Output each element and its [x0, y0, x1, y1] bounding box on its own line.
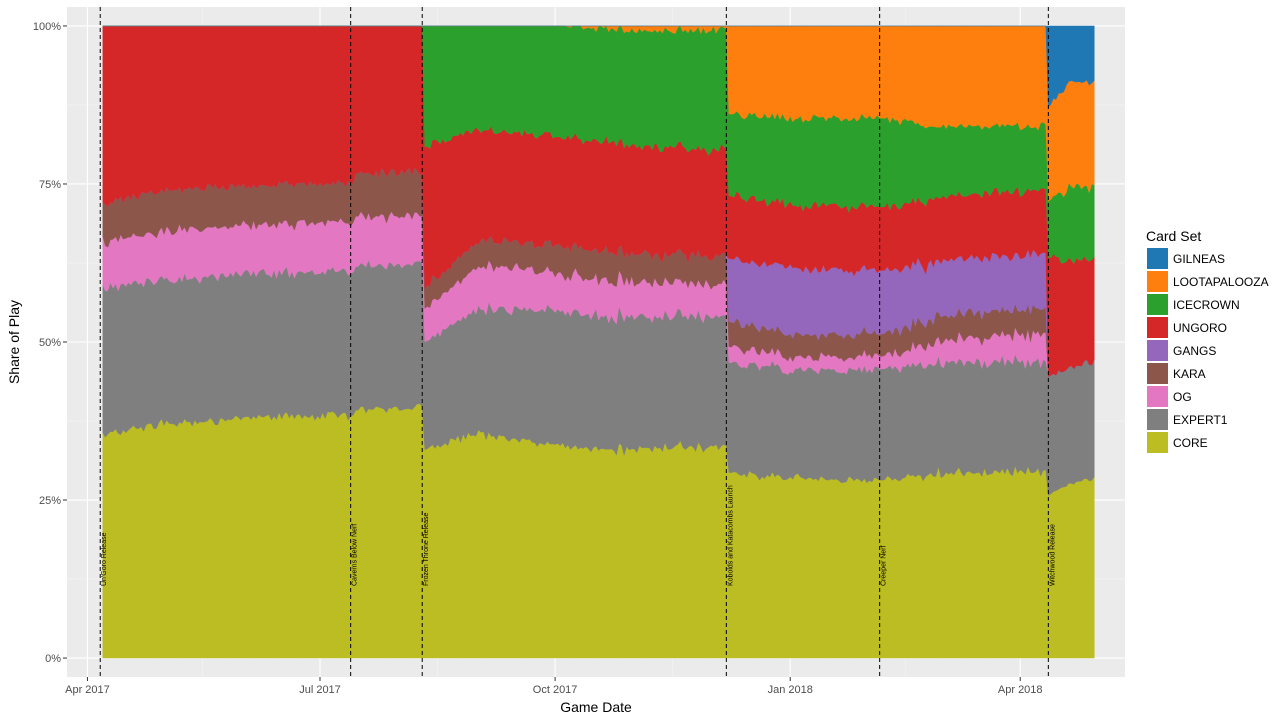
legend-title: Card Set	[1146, 228, 1201, 244]
legend-key-gilneas	[1147, 248, 1168, 269]
legend-key-lootapalooza	[1147, 271, 1168, 292]
y-tick-label: 75%	[39, 179, 61, 191]
legend-label-gangs: GANGS	[1173, 344, 1216, 358]
x-tick-label: Apr 2018	[998, 684, 1043, 696]
y-axis-title: Share of Play	[6, 300, 22, 384]
annotation-label: Un'Goro Release	[101, 532, 108, 586]
annotation-label: Witchwood Release	[1049, 524, 1056, 586]
y-tick-label: 50%	[39, 337, 61, 349]
legend-key-expert1	[1147, 409, 1168, 430]
annotation-label: Frozen Throne Release	[423, 512, 430, 586]
legend-key-kara	[1147, 363, 1168, 384]
legend-label-og: OG	[1173, 390, 1192, 404]
legend-key-core	[1147, 432, 1168, 453]
annotation-label: Creeper Nerf	[881, 545, 888, 586]
annotation-label: Caverns Below Nerf	[352, 524, 359, 586]
x-tick-label: Jul 2017	[299, 684, 341, 696]
x-axis-title: Game Date	[560, 699, 632, 715]
legend-key-og	[1147, 386, 1168, 407]
stacked-areas	[102, 25, 1095, 659]
y-tick-label: 0%	[45, 653, 61, 665]
y-tick-label: 25%	[39, 495, 61, 507]
legend-label-expert1: EXPERT1	[1173, 413, 1228, 427]
legend-label-ungoro: UNGORO	[1173, 321, 1227, 335]
annotation-labels: Un'Goro Release Caverns Below Nerf Frozen …	[101, 485, 1056, 586]
legend-label-kara: KARA	[1173, 367, 1206, 381]
y-tick-label: 100%	[33, 21, 61, 33]
area-gilneas	[102, 25, 1095, 108]
legend-label-gilneas: GILNEAS	[1173, 252, 1225, 266]
legend: Card Set GILNEAS LOOTAPALOOZA ICECROWN UNGO…	[1146, 228, 1269, 453]
legend-key-icecrown	[1147, 294, 1168, 315]
legend-label-icecrown: ICECROWN	[1173, 298, 1240, 312]
legend-key-ungoro	[1147, 317, 1168, 338]
legend-key-gangs	[1147, 340, 1168, 361]
legend-label-core: CORE	[1173, 436, 1208, 450]
x-tick-label: Apr 2017	[65, 684, 110, 696]
y-axis: 0% 25% 50% 75% 100%	[33, 21, 67, 665]
x-axis: Apr 2017 Jul 2017 Oct 2017 Jan 2018 Apr 2018	[65, 677, 1043, 696]
legend-label-lootapalooza: LOOTAPALOOZA	[1173, 275, 1269, 289]
x-tick-label: Oct 2017	[533, 684, 578, 696]
x-tick-label: Jan 2018	[768, 684, 813, 696]
annotation-label: Kobolds and Katacombs Launch	[727, 485, 734, 586]
